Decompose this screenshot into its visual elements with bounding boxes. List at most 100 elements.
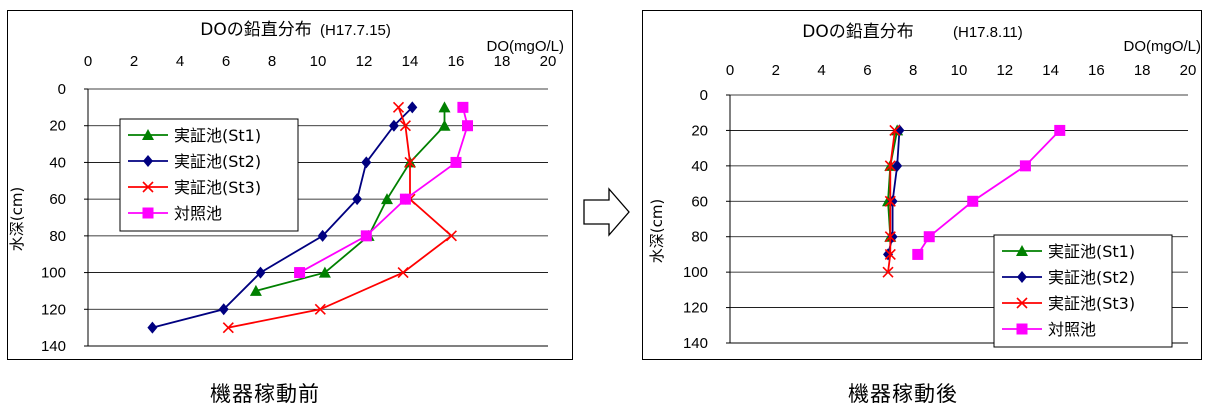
legend-item: 実証池(St3) [128, 178, 261, 197]
data-point [887, 230, 898, 243]
chart-title: DOの鉛直分布 [200, 20, 311, 40]
data-point [889, 124, 901, 136]
x-tick-label: 4 [817, 62, 825, 79]
x-tick-label: 18 [494, 53, 511, 70]
x-tick-label: 20 [540, 53, 557, 70]
x-tick-label: 6 [222, 53, 230, 70]
caption-after-operation: 機器稼動後 [848, 382, 958, 406]
legend-swatch-marker [142, 181, 154, 193]
data-point [450, 156, 462, 168]
data-point [884, 248, 896, 260]
data-point [462, 120, 473, 132]
y-tick-label: 40 [691, 158, 708, 175]
x-tick-label: 20 [1180, 62, 1197, 79]
y-tick-label: 80 [49, 228, 66, 245]
data-point [249, 284, 262, 296]
legend-item: 実証池(St1) [1002, 242, 1135, 261]
legend-swatch-marker [143, 155, 153, 167]
series-line [299, 107, 469, 274]
legend-item: 実証池(St3) [1002, 294, 1135, 313]
data-point [884, 160, 896, 172]
data-point [399, 120, 411, 132]
x-tick-label: 16 [1088, 62, 1105, 79]
data-point [884, 231, 896, 243]
x-tick-label: 14 [1042, 62, 1059, 79]
right-arrow-icon [583, 187, 630, 237]
x-tick-label: 2 [772, 62, 780, 79]
legend-label: 実証池(St3) [1048, 294, 1135, 313]
do-profile-chart-after: 0 20 40 60 80 100 120 140 0 2 4 6 8 10 12 14 16 18 20 DOの鉛直… [648, 22, 1201, 352]
x-tick-label: 4 [176, 53, 184, 70]
y-tick-label: 40 [49, 154, 66, 171]
y-axis-label: 水深(cm) [648, 199, 666, 264]
x-axis-unit-label: DO(mgO/L) [1123, 38, 1201, 55]
y-axis-label: 水深(cm) [8, 187, 26, 252]
y-tick-label: 100 [41, 265, 66, 282]
x-tick-label: 16 [448, 53, 465, 70]
legend-label: 対照池 [1048, 320, 1096, 339]
data-point [352, 193, 363, 206]
legend-item: 実証池(St2) [128, 152, 261, 171]
data-point [361, 156, 372, 169]
data-point [438, 101, 451, 113]
series-line [228, 107, 453, 329]
caption-before-operation: 機器稼動前 [210, 382, 320, 406]
data-point [360, 230, 372, 242]
legend-label: 実証池(St1) [1048, 242, 1135, 261]
y-tick-label: 20 [49, 118, 66, 135]
x-tick-label: 6 [863, 62, 871, 79]
x-tick-label: 0 [726, 62, 734, 79]
legend-swatch-marker [142, 207, 154, 219]
series-4 [294, 101, 473, 279]
legend: 実証池(St1) 実証池(St2) 実証池(St3) 対照池 [993, 234, 1173, 348]
data-point [407, 101, 418, 114]
y-tick-label: 100 [683, 264, 708, 281]
x-tick-label: 14 [402, 53, 419, 70]
data-point [392, 101, 405, 113]
y-tick-label: 20 [691, 122, 708, 139]
x-tick-label: 8 [909, 62, 917, 79]
y-tick-label: 120 [683, 300, 708, 317]
data-point [923, 231, 935, 243]
chart-date-label: (H17.8.11) [953, 24, 1023, 41]
x-tick-label: 18 [1134, 62, 1151, 79]
data-point [457, 101, 469, 113]
legend-swatch-marker [1016, 297, 1028, 309]
data-point [912, 248, 924, 260]
x-axis-unit-label: DO(mgO/L) [486, 38, 564, 55]
y-tick-label: 60 [691, 193, 708, 210]
y-tick-label: 140 [41, 338, 66, 355]
legend-swatch-marker [1016, 323, 1028, 335]
chart-date-label: (H17.7.15) [320, 22, 391, 39]
data-point [1054, 124, 1066, 136]
data-point [218, 303, 229, 316]
x-tick-label: 10 [310, 53, 327, 70]
x-tick-label: 2 [130, 53, 138, 70]
legend-item: 対照池 [1002, 320, 1096, 339]
x-tick-label: 10 [951, 62, 968, 79]
series-line [152, 106, 413, 329]
data-point [399, 193, 411, 205]
y-tick-label: 0 [58, 81, 66, 98]
data-point [445, 230, 457, 242]
chart-panel-after: 0 20 40 60 80 100 120 140 0 2 4 6 8 10 12 14 16 18 20 DOの鉛直… [642, 10, 1202, 360]
series-3 [222, 101, 457, 334]
series-2 [147, 101, 418, 334]
do-profile-chart-before: 0 20 40 60 80 100 120 140 0 2 4 6 8 10 12 14 16 18 20 DOの鉛直… [8, 20, 564, 355]
legend-swatch-marker [1016, 245, 1028, 256]
legend-label: 実証池(St2) [1048, 268, 1135, 287]
y-tick-label: 60 [49, 191, 66, 208]
data-point [882, 266, 894, 278]
legend-label: 実証池(St2) [174, 152, 261, 171]
legend: 実証池(St1) 実証池(St2) 実証池(St3) 対照池 [119, 118, 299, 232]
data-point [147, 321, 158, 334]
series-line [887, 130, 896, 273]
legend-item: 対照池 [128, 204, 222, 223]
y-tick-label: 80 [691, 229, 708, 246]
legend-label: 実証池(St3) [174, 178, 261, 197]
series-3 [882, 124, 901, 278]
data-point [438, 119, 451, 131]
data-point [404, 156, 416, 168]
x-tick-label: 8 [268, 53, 276, 70]
data-point [222, 322, 234, 334]
